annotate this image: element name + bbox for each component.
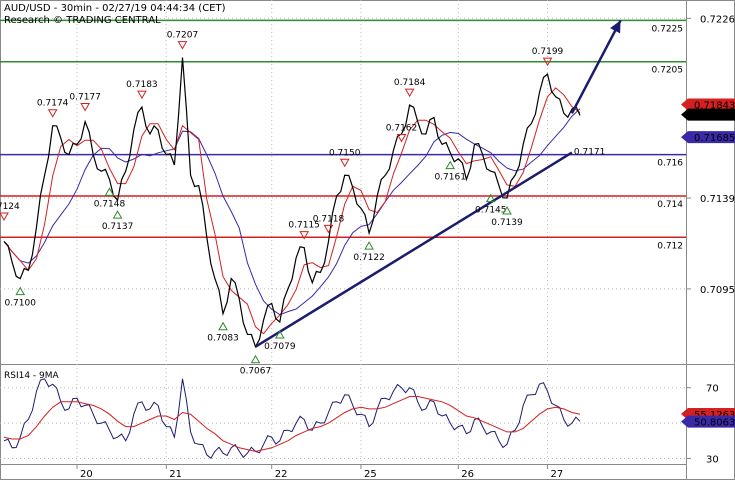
trough-label: 0.7137 bbox=[102, 222, 134, 232]
trough-marker bbox=[445, 160, 456, 170]
peak-marker bbox=[299, 231, 310, 240]
price-tag-bg bbox=[681, 108, 735, 121]
peak-label: 0.7199 bbox=[532, 47, 564, 57]
level-label: 0.712 bbox=[657, 241, 683, 251]
price-tick-label: 0.7095 bbox=[700, 285, 735, 296]
peak-label: 0.7150 bbox=[329, 148, 361, 158]
peak-label: 0.7115 bbox=[288, 221, 320, 231]
peak-marker bbox=[177, 41, 188, 50]
peak-marker bbox=[404, 88, 415, 98]
trough-marker bbox=[485, 193, 496, 203]
price-axis: 0.7226 0.7139 0.7095 bbox=[686, 14, 735, 296]
trough-label: 0.7100 bbox=[4, 299, 36, 309]
price-tick-label: 0.7226 bbox=[700, 14, 735, 25]
trough-marker bbox=[218, 321, 228, 331]
trough-marker bbox=[502, 206, 512, 215]
trough-label: 0.7148 bbox=[94, 199, 126, 209]
rsi-tick-label: 30 bbox=[706, 454, 719, 465]
peak-label: 0.7124 bbox=[0, 202, 20, 212]
ma-slow-line bbox=[3, 108, 581, 316]
level-label: 0.714 bbox=[657, 200, 683, 210]
trough-marker bbox=[250, 354, 261, 364]
time-tick-label: 20 bbox=[80, 469, 93, 480]
trendline: 0.7171 bbox=[254, 19, 622, 348]
peak-marker bbox=[47, 109, 58, 118]
projection-arrow-shaft bbox=[570, 19, 622, 114]
time-tick-label: 22 bbox=[275, 469, 288, 480]
rsi-tick-label: 70 bbox=[706, 384, 719, 395]
peak-marker bbox=[542, 57, 553, 67]
rsi-tag-label: 55.1263 bbox=[694, 410, 735, 421]
peak-marker bbox=[396, 134, 407, 143]
grid bbox=[0, 0, 686, 464]
price-tag-bg bbox=[681, 98, 735, 111]
trough-label: 0.7079 bbox=[264, 342, 296, 352]
price-tick-label: 0.7139 bbox=[700, 194, 735, 205]
level-label: 0.716 bbox=[657, 159, 683, 169]
peak-trough-markers: 0.71240.71740.71770.71830.72070.71150.71… bbox=[0, 31, 564, 377]
trough-marker bbox=[104, 187, 115, 196]
rsi-ma-line bbox=[3, 396, 581, 452]
trough-marker bbox=[274, 329, 285, 339]
price-tag-label: 0.71843 bbox=[694, 100, 735, 111]
trough-label: 0.7161 bbox=[434, 173, 466, 183]
ma-slow-path bbox=[3, 108, 581, 316]
trough-marker bbox=[112, 210, 123, 219]
time-tick-label: 27 bbox=[551, 469, 564, 480]
price-line bbox=[3, 57, 581, 349]
time-tick-label: 26 bbox=[461, 469, 474, 480]
peak-label: 0.7184 bbox=[394, 78, 426, 88]
time-axis: 20 21 22 25 26 27 bbox=[76, 464, 564, 480]
peak-marker bbox=[137, 90, 147, 100]
trough-label: 0.7139 bbox=[491, 218, 523, 228]
projection-arrow-head bbox=[610, 20, 621, 34]
price-tag-label: 0.71794 bbox=[694, 111, 735, 122]
rsi-tag-bg bbox=[681, 415, 735, 428]
peak-label: 0.7207 bbox=[167, 31, 199, 41]
trough-label: 0.7083 bbox=[207, 334, 239, 344]
trough-label: 0.7067 bbox=[240, 367, 272, 377]
trough-marker bbox=[364, 241, 374, 250]
peak-label: 0.7174 bbox=[37, 99, 69, 109]
peak-label: 0.7118 bbox=[313, 214, 345, 224]
ascending-trendline bbox=[254, 151, 573, 348]
rsi-title: RSI14 - 9MA bbox=[4, 371, 60, 381]
trough-label: 0.7122 bbox=[353, 253, 385, 263]
peak-marker bbox=[339, 158, 350, 168]
trough-label: 0.7145 bbox=[475, 206, 507, 216]
price-tag-bg bbox=[681, 131, 735, 144]
trough-marker bbox=[15, 286, 26, 296]
chart-title: AUD/USD - 30min - 02/27/19 04:44:34 (CET… bbox=[4, 3, 226, 14]
peak-label: 0.7162 bbox=[386, 124, 418, 134]
peak-marker bbox=[0, 212, 9, 222]
level-label: 0.7225 bbox=[652, 24, 684, 34]
rsi-tag-label: 50.8063 bbox=[694, 418, 735, 429]
trendline-label: 0.7171 bbox=[574, 148, 606, 158]
price-tag-label: 0.71685 bbox=[694, 133, 735, 144]
price-path bbox=[3, 57, 581, 349]
peak-marker bbox=[80, 103, 90, 112]
peak-label: 0.7183 bbox=[126, 80, 158, 90]
peak-label: 0.7177 bbox=[69, 93, 101, 103]
support-resistance-levels: 0.7225 0.7205 0.716 0.714 0.712 bbox=[0, 19, 686, 251]
chart-subtitle: Research © TRADING CENTRAL bbox=[4, 15, 161, 26]
time-tick-label: 21 bbox=[169, 469, 182, 480]
rsi-line bbox=[3, 378, 581, 459]
level-label: 0.7205 bbox=[652, 66, 684, 76]
time-tick-label: 25 bbox=[364, 469, 377, 480]
peak-marker bbox=[323, 224, 334, 234]
